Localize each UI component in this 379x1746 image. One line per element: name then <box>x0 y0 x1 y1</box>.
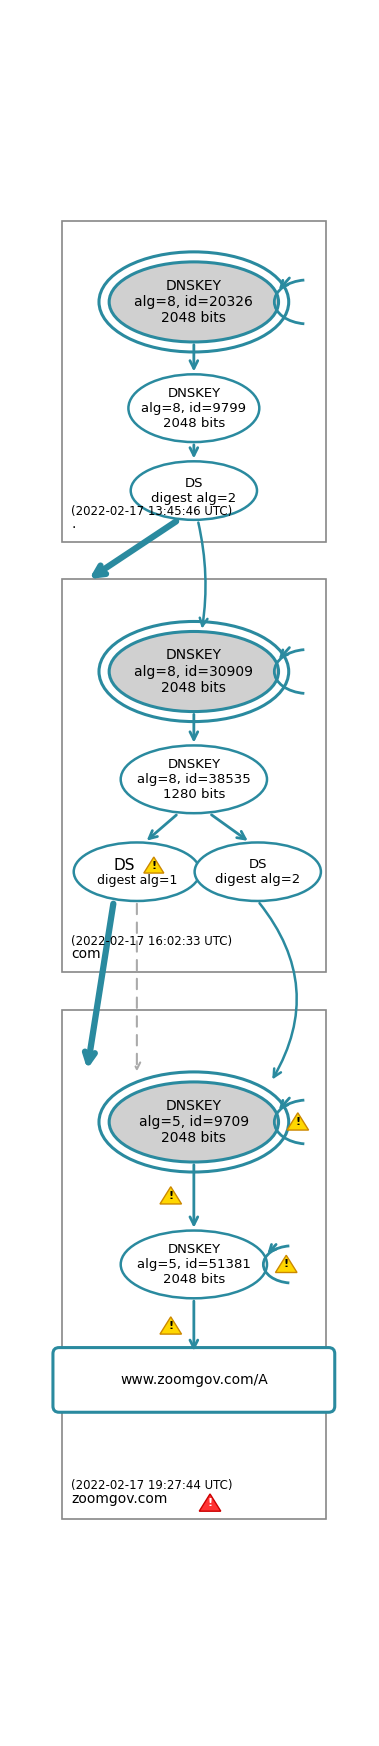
Text: DNSKEY
alg=8, id=38535
1280 bits: DNSKEY alg=8, id=38535 1280 bits <box>137 758 251 801</box>
Ellipse shape <box>74 843 200 901</box>
Ellipse shape <box>109 1083 279 1163</box>
Ellipse shape <box>195 843 321 901</box>
Text: (2022-02-17 13:45:46 UTC): (2022-02-17 13:45:46 UTC) <box>71 505 233 519</box>
Polygon shape <box>160 1316 182 1334</box>
Polygon shape <box>144 857 164 873</box>
Text: !: ! <box>295 1117 301 1126</box>
Ellipse shape <box>109 262 279 342</box>
Text: DNSKEY
alg=5, id=51381
2048 bits: DNSKEY alg=5, id=51381 2048 bits <box>137 1243 251 1285</box>
Ellipse shape <box>109 632 279 712</box>
FancyBboxPatch shape <box>62 580 326 973</box>
Text: DNSKEY
alg=8, id=9799
2048 bits: DNSKEY alg=8, id=9799 2048 bits <box>141 386 246 430</box>
Ellipse shape <box>121 746 267 814</box>
Ellipse shape <box>131 461 257 520</box>
Text: zoomgov.com: zoomgov.com <box>71 1493 168 1507</box>
Polygon shape <box>160 1187 182 1205</box>
Text: DNSKEY
alg=8, id=20326
2048 bits: DNSKEY alg=8, id=20326 2048 bits <box>135 279 253 325</box>
Text: !: ! <box>151 861 157 871</box>
FancyBboxPatch shape <box>62 222 326 543</box>
Text: www.zoomgov.com/A: www.zoomgov.com/A <box>120 1372 268 1386</box>
Text: com: com <box>71 946 101 960</box>
Text: DS
digest alg=2: DS digest alg=2 <box>151 477 236 505</box>
Polygon shape <box>287 1112 309 1130</box>
Ellipse shape <box>128 374 259 442</box>
Text: .: . <box>71 517 76 531</box>
Text: DNSKEY
alg=8, id=30909
2048 bits: DNSKEY alg=8, id=30909 2048 bits <box>134 648 253 695</box>
Text: DS
digest alg=2: DS digest alg=2 <box>215 857 301 885</box>
FancyBboxPatch shape <box>62 1011 326 1519</box>
Text: (2022-02-17 19:27:44 UTC): (2022-02-17 19:27:44 UTC) <box>71 1479 233 1493</box>
Text: (2022-02-17 16:02:33 UTC): (2022-02-17 16:02:33 UTC) <box>71 934 233 948</box>
Polygon shape <box>276 1255 297 1273</box>
Text: digest alg=1: digest alg=1 <box>97 875 177 887</box>
FancyBboxPatch shape <box>53 1348 335 1413</box>
Text: DNSKEY
alg=5, id=9709
2048 bits: DNSKEY alg=5, id=9709 2048 bits <box>139 1098 249 1145</box>
Text: DS: DS <box>114 857 135 873</box>
Text: !: ! <box>284 1259 289 1269</box>
Text: !: ! <box>168 1322 173 1330</box>
Text: !: ! <box>168 1191 173 1201</box>
Polygon shape <box>199 1495 221 1512</box>
Text: !: ! <box>207 1498 213 1509</box>
Ellipse shape <box>121 1231 267 1299</box>
